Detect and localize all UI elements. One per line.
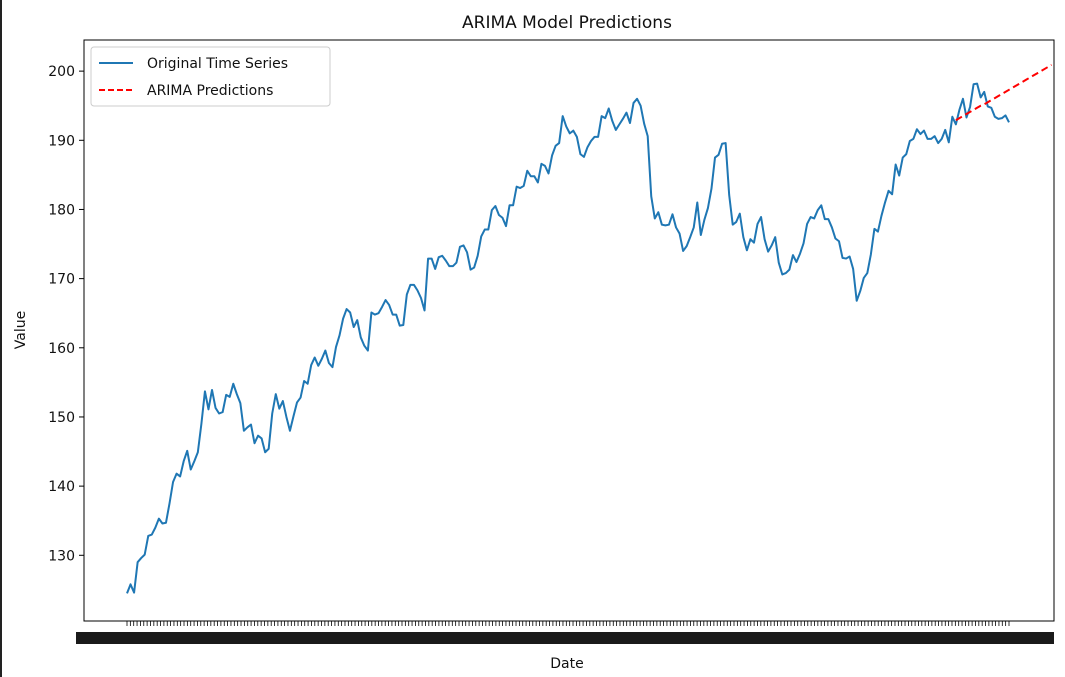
y-tick-label: 160 [48,341,75,357]
legend-box [90,46,331,107]
chart-title: ARIMA Model Predictions [462,13,672,33]
y-axis-label: Value [13,311,29,349]
x-axis-ticks [76,621,1054,644]
y-tick-label: 170 [48,272,75,288]
series-line-predictions [955,64,1053,122]
x-tick-labels-overlap [76,632,1054,644]
y-tick-label: 190 [48,133,75,149]
legend-label-predictions: ARIMA Predictions [147,83,273,99]
legend-label-original: Original Time Series [147,56,288,72]
series-lines [126,64,1053,594]
series-line-original [126,82,1010,594]
y-tick-label: 200 [48,64,75,80]
y-tick-label: 150 [48,410,75,426]
window-left-border [0,0,2,677]
y-tick-label: 140 [48,479,75,495]
x-axis-label: Date [550,656,583,672]
y-axis-ticks: 130 140 150 160 170 180 190 200 [48,64,84,564]
y-tick-label: 180 [48,202,75,218]
y-tick-label: 130 [48,548,75,564]
legend: Original Time Series ARIMA Predictions [90,46,331,107]
plot-area [83,39,1055,622]
